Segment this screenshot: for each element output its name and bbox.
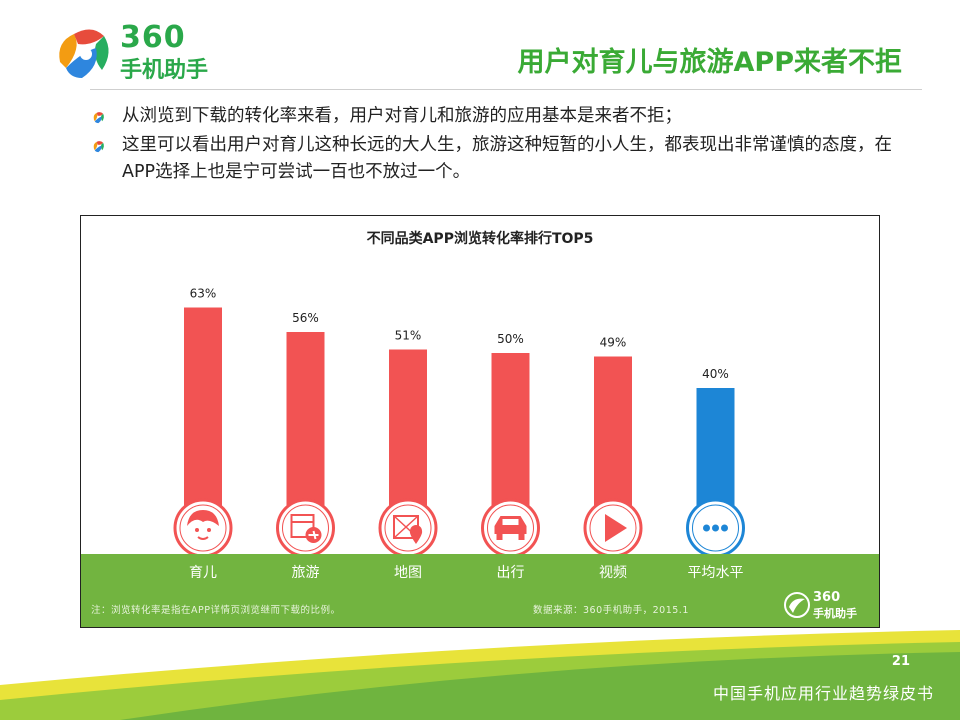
bullet-text: 这里可以看出用户对育儿这种长远的大人生，旅游这种短暂的小人生，都表现出非常谨慎的… bbox=[122, 135, 892, 182]
icon-dot bbox=[712, 524, 719, 532]
icon-hair bbox=[187, 510, 219, 526]
icon-dot bbox=[721, 524, 728, 532]
mini-logo-mark-icon bbox=[784, 592, 810, 618]
value-label-5: 49% bbox=[600, 336, 627, 350]
bar-1 bbox=[184, 307, 222, 528]
category-band: 育儿 旅游 地图 出行 视频 平均水平 注：浏览转化率是指在APP详情页浏览继而下载的比例… bbox=[81, 554, 879, 627]
logo-text-360: 360 bbox=[120, 20, 186, 55]
icon-play-triangle bbox=[605, 514, 627, 542]
report-title: 中国手机应用行业趋势绿皮书 bbox=[712, 684, 934, 703]
category-label-2: 旅游 bbox=[291, 565, 320, 581]
logo-mark-icon bbox=[59, 29, 109, 78]
icon-mouth bbox=[197, 536, 209, 540]
icon-calendar bbox=[290, 514, 315, 538]
bullet-item: 这里可以看出用户对育儿这种长远的大人生，旅游这种短暂的小人生，都表现出非常谨慎的… bbox=[92, 132, 912, 186]
icon-plane bbox=[308, 530, 319, 540]
footer-decoration bbox=[0, 630, 960, 720]
bullet-text: 从浏览到下载的转化率来看，用户对育儿和旅游的应用基本是来者不拒； bbox=[122, 106, 682, 126]
mini-brand-logo: 360 手机助手 bbox=[783, 588, 873, 622]
bullet-item: 从浏览到下载的转化率来看，用户对育儿和旅游的应用基本是来者不拒； bbox=[92, 103, 912, 130]
icon-circle-inner bbox=[384, 504, 432, 552]
play-icon bbox=[583, 498, 643, 556]
value-label-2: 56% bbox=[292, 311, 319, 325]
value-label-1: 63% bbox=[190, 287, 217, 301]
baby-face-icon bbox=[173, 498, 233, 556]
icon-circle-inner bbox=[692, 504, 739, 552]
brand-logo: 360 手机助手 bbox=[52, 20, 242, 84]
category-label-6: 平均水平 bbox=[687, 565, 744, 581]
category-labels: 育儿 旅游 地图 出行 视频 平均水平 bbox=[81, 554, 879, 584]
icon-eye bbox=[207, 528, 211, 532]
bullet-logo-icon bbox=[93, 112, 104, 124]
logo-text-assistant: 手机助手 bbox=[120, 58, 209, 83]
icon-circle bbox=[173, 498, 233, 556]
map-pin-icon bbox=[378, 498, 438, 556]
calendar-plane-icon bbox=[276, 498, 335, 556]
chart-source: 数据来源：360手机助手，2015.1 bbox=[533, 605, 689, 616]
category-label-3: 地图 bbox=[394, 565, 422, 581]
icon-car-wheel bbox=[518, 534, 525, 540]
icon-car-window bbox=[502, 519, 519, 525]
page-number: 21 bbox=[891, 654, 910, 669]
title-divider bbox=[90, 89, 922, 90]
icon-circle-inner bbox=[487, 504, 534, 552]
category-label-5: 视频 bbox=[599, 565, 627, 581]
bar-3 bbox=[389, 349, 427, 528]
icon-eye bbox=[195, 528, 199, 532]
value-label-3: 51% bbox=[395, 329, 422, 343]
icon-pin bbox=[409, 525, 423, 544]
page-title: 用户对育儿与旅游APP来者不拒 bbox=[517, 47, 902, 78]
bar-2 bbox=[286, 332, 325, 528]
icon-dot bbox=[703, 524, 710, 532]
more-dots-icon bbox=[686, 498, 745, 556]
value-label-6: 40% bbox=[702, 367, 729, 381]
car-icon bbox=[481, 498, 540, 556]
bullet-list: 从浏览到下载的转化率来看，用户对育儿和旅游的应用基本是来者不拒； 这里可以看出用… bbox=[92, 103, 912, 188]
category-label-1: 育儿 bbox=[189, 565, 217, 581]
chart-title: 不同品类APP浏览转化率排行TOP5 bbox=[366, 231, 594, 247]
chart-frame: 不同品类APP浏览转化率排行TOP5 63% 56% 51% 50% 49% 40% 育儿… bbox=[80, 215, 880, 628]
icon-circle-inner bbox=[179, 504, 227, 552]
icon-circle bbox=[276, 498, 335, 556]
chart-note: 注：浏览转化率是指在APP详情页浏览继而下载的比例。 bbox=[91, 605, 341, 616]
mini-logo-text-360: 360 bbox=[813, 590, 841, 605]
bullet-logo-icon bbox=[93, 141, 104, 153]
bar-chart: 63% 56% 51% 50% 49% 40% bbox=[173, 287, 745, 556]
mini-logo-text-assistant: 手机助手 bbox=[813, 607, 857, 620]
icon-circle-inner bbox=[282, 504, 329, 552]
icon-car-wheel bbox=[496, 534, 503, 540]
icon-circle-inner bbox=[589, 504, 637, 552]
value-label-4: 50% bbox=[497, 332, 524, 346]
category-label-4: 出行 bbox=[496, 565, 525, 581]
